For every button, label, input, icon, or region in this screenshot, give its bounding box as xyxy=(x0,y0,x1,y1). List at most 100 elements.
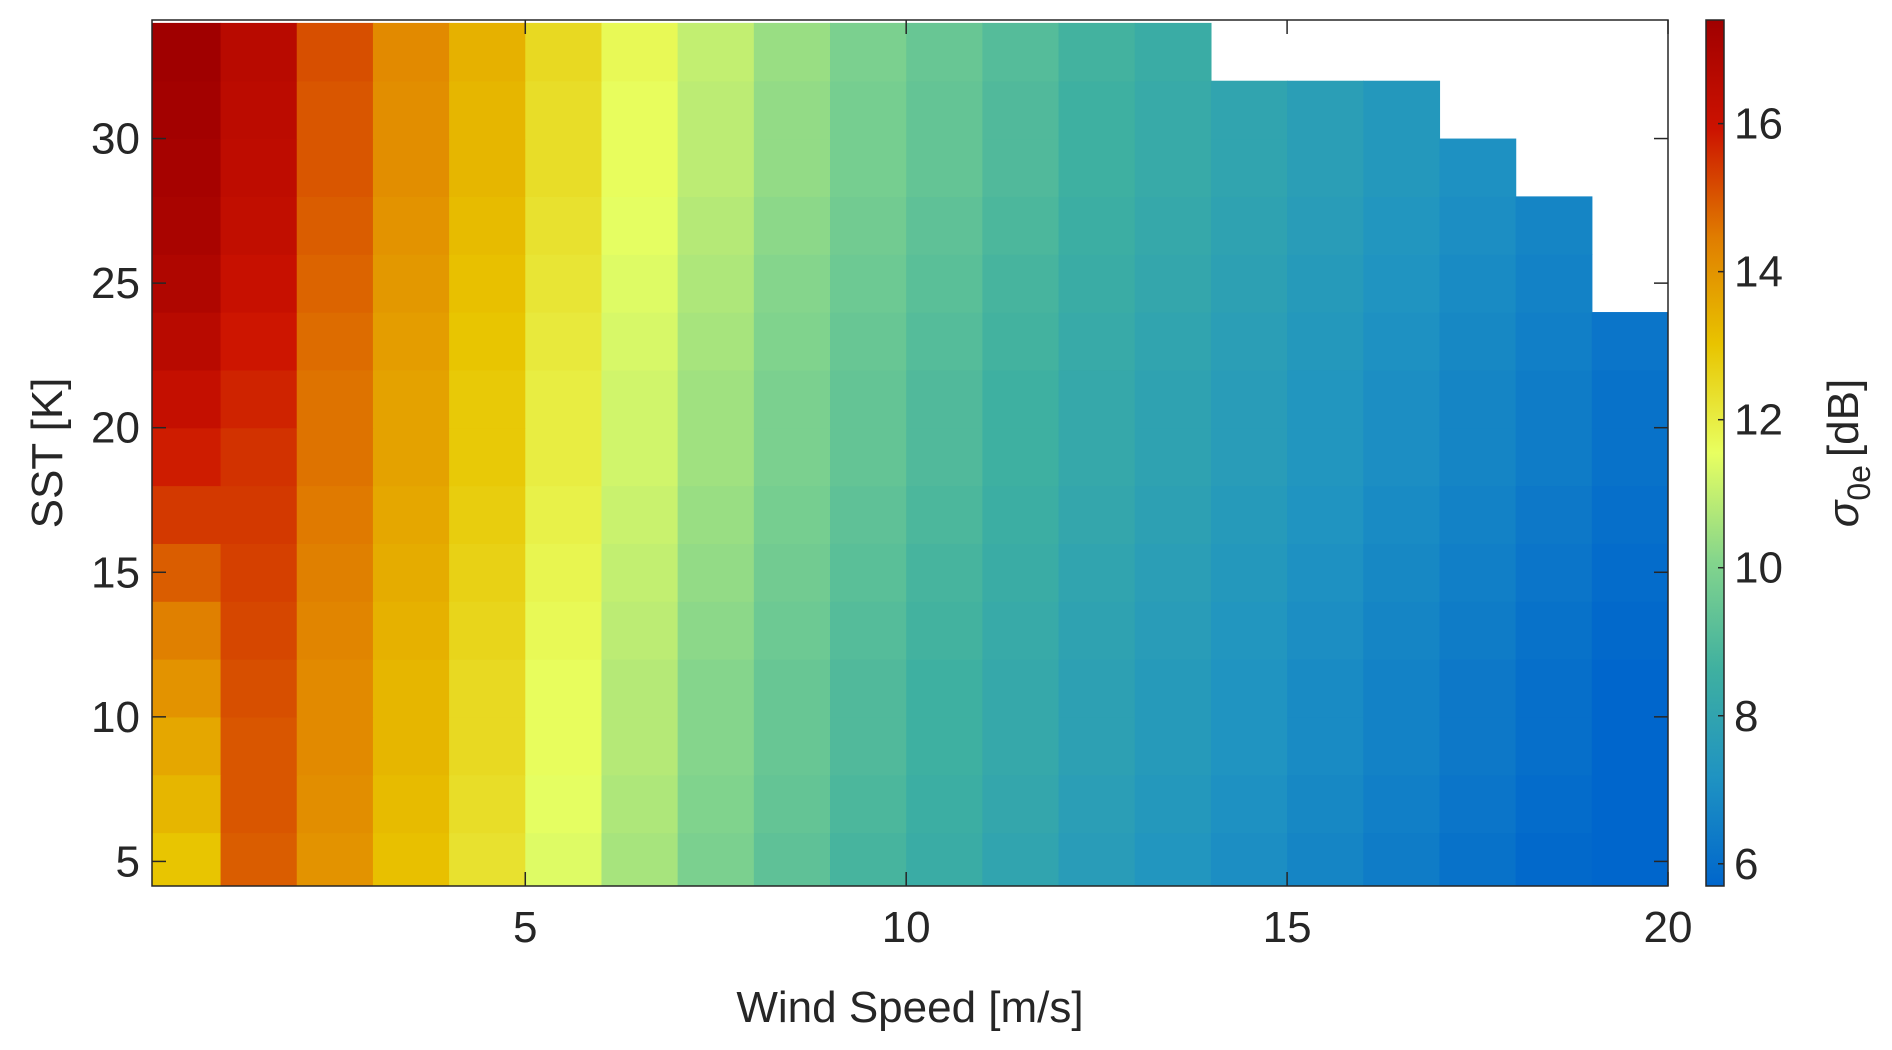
heatmap-cell xyxy=(372,138,450,197)
heatmap-cell xyxy=(677,659,755,718)
heatmap-cell xyxy=(601,774,679,834)
heatmap-cell xyxy=(372,774,450,834)
heatmap-cell xyxy=(220,254,298,313)
colorbar-tick-label: 8 xyxy=(1734,692,1758,741)
heatmap-cell xyxy=(677,543,755,602)
heatmap-cell xyxy=(1210,312,1288,371)
heatmap-cell xyxy=(1058,774,1136,834)
heatmap-cell xyxy=(1439,659,1517,718)
heatmap-cell xyxy=(525,138,603,197)
heatmap-cell xyxy=(1287,80,1364,140)
heatmap-cell xyxy=(1134,80,1212,140)
heatmap-cell xyxy=(753,196,831,255)
heatmap-cell xyxy=(906,716,983,776)
heatmap-cell xyxy=(1058,369,1136,429)
heatmap-cell xyxy=(525,427,603,487)
heatmap-cell xyxy=(220,659,298,718)
heatmap-cell xyxy=(1058,312,1136,371)
heatmap-cell xyxy=(296,312,374,371)
x-tick-label: 20 xyxy=(1644,903,1693,952)
heatmap-cell xyxy=(1515,254,1593,313)
heatmap-cell xyxy=(1591,601,1668,660)
heatmap-cell xyxy=(1439,196,1517,255)
heatmap-cell xyxy=(677,601,755,660)
heatmap-cell xyxy=(1363,601,1441,660)
heatmap-cell xyxy=(677,716,755,776)
heatmap-cell xyxy=(449,716,526,776)
heatmap-cell xyxy=(449,369,526,429)
heatmap-cell xyxy=(1439,138,1517,197)
heatmap-cell xyxy=(1591,659,1668,718)
heatmap-cell xyxy=(753,22,831,82)
heatmap-cell xyxy=(677,138,755,197)
heatmap-cell xyxy=(906,369,983,429)
heatmap-cell xyxy=(1515,369,1593,429)
heatmap-cell xyxy=(1210,601,1288,660)
heatmap-cell xyxy=(1210,196,1288,255)
colorbar-symbol: σ xyxy=(1819,499,1868,527)
heatmap-cell xyxy=(449,22,526,82)
heatmap-cell xyxy=(830,659,907,718)
heatmap-cell xyxy=(982,138,1060,197)
heatmap-cell xyxy=(982,832,1060,886)
colorbar-tick-label: 14 xyxy=(1734,248,1783,297)
heatmap-cell xyxy=(1515,427,1593,487)
heatmap-cell xyxy=(1363,716,1441,776)
heatmap-cell xyxy=(677,80,755,140)
heatmap-cell xyxy=(296,832,374,886)
heatmap-cell xyxy=(1363,659,1441,718)
heatmap-cell xyxy=(152,832,222,886)
heatmap-cell xyxy=(372,832,450,886)
heatmap-cell xyxy=(525,254,603,313)
heatmap-cell xyxy=(220,138,298,197)
heatmap-cell xyxy=(906,427,983,487)
heatmap-cell xyxy=(1058,254,1136,313)
heatmap-cell xyxy=(1210,485,1288,544)
heatmap-cell xyxy=(525,312,603,371)
heatmap-cell xyxy=(753,716,831,776)
heatmap-cell xyxy=(1363,312,1441,371)
heatmap-cell xyxy=(1287,369,1364,429)
heatmap-cell xyxy=(1210,138,1288,197)
heatmap-cell xyxy=(1287,312,1364,371)
heatmap-cell xyxy=(982,427,1060,487)
heatmap-cell xyxy=(1363,138,1441,197)
heatmap-cell xyxy=(525,659,603,718)
heatmap-cell xyxy=(1287,601,1364,660)
heatmap-cell xyxy=(677,22,755,82)
heatmap-cell xyxy=(1363,254,1441,313)
heatmap-cell xyxy=(601,716,679,776)
heatmap-cell xyxy=(1134,716,1212,776)
heatmap-cell xyxy=(296,196,374,255)
x-axis-label: Wind Speed [m/s] xyxy=(736,983,1083,1032)
heatmap-cell xyxy=(830,22,907,82)
heatmap-cell xyxy=(152,369,222,429)
heatmap-cell xyxy=(753,427,831,487)
heatmap-cell xyxy=(906,254,983,313)
heatmap-cell xyxy=(1058,138,1136,197)
heatmap-cell xyxy=(1210,427,1288,487)
heatmap-cell xyxy=(906,196,983,255)
heatmap-cell xyxy=(677,427,755,487)
heatmap-cell xyxy=(906,138,983,197)
heatmap-cell xyxy=(372,80,450,140)
heatmap-cell xyxy=(1363,427,1441,487)
heatmap-cell xyxy=(906,601,983,660)
heatmap-cell xyxy=(296,138,374,197)
heatmap-cell xyxy=(1134,485,1212,544)
heatmap-cell xyxy=(830,80,907,140)
heatmap-cell xyxy=(1134,659,1212,718)
heatmap-cell xyxy=(753,312,831,371)
heatmap-cell xyxy=(220,196,298,255)
heatmap-cell xyxy=(830,716,907,776)
heatmap-cell xyxy=(1210,832,1288,886)
heatmap-cell xyxy=(677,774,755,834)
colorbar-tick-label: 10 xyxy=(1734,544,1783,593)
heatmap-cell xyxy=(982,254,1060,313)
heatmap-cell xyxy=(372,485,450,544)
heatmap-cell xyxy=(906,832,983,886)
heatmap-cell xyxy=(830,254,907,313)
heatmap-cell xyxy=(372,716,450,776)
heatmap-cell xyxy=(677,485,755,544)
